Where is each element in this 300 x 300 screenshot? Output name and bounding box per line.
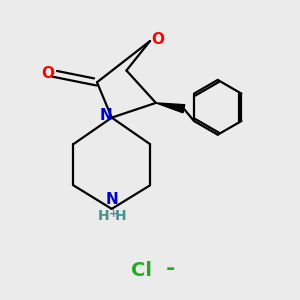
Text: -: - [166, 259, 175, 279]
Text: O: O [41, 66, 54, 81]
Text: H: H [98, 209, 109, 223]
Text: H: H [115, 209, 126, 223]
Text: +: + [109, 209, 118, 219]
Text: N: N [100, 108, 113, 123]
Text: N: N [105, 192, 118, 207]
Polygon shape [156, 103, 185, 113]
Text: Cl: Cl [131, 261, 152, 280]
Text: O: O [151, 32, 164, 47]
